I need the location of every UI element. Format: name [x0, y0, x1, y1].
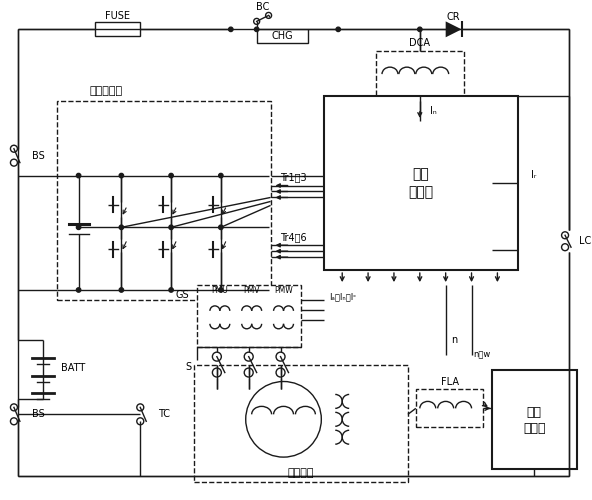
- Bar: [493, 370, 577, 469]
- Circle shape: [169, 174, 173, 178]
- Text: FLA: FLA: [440, 376, 459, 386]
- Text: Iₐ、Iₙ、Iᶜ: Iₐ、Iₙ、Iᶜ: [330, 292, 357, 302]
- Text: 励磁: 励磁: [527, 406, 542, 419]
- Circle shape: [76, 288, 81, 292]
- Circle shape: [218, 288, 223, 292]
- Text: FUSE: FUSE: [105, 12, 130, 22]
- Bar: [376, 51, 464, 101]
- Text: Tr1～3: Tr1～3: [280, 172, 307, 182]
- Bar: [416, 390, 484, 428]
- Bar: [324, 96, 519, 270]
- Text: TC: TC: [158, 410, 170, 420]
- Text: 控制器: 控制器: [408, 186, 433, 200]
- Circle shape: [218, 174, 223, 178]
- Circle shape: [119, 225, 124, 230]
- Circle shape: [76, 174, 81, 178]
- Text: BC: BC: [256, 2, 269, 12]
- Circle shape: [119, 174, 124, 178]
- Circle shape: [169, 225, 173, 230]
- Text: 主发电机: 主发电机: [287, 468, 314, 478]
- Bar: [257, 30, 308, 44]
- Circle shape: [229, 27, 233, 32]
- Bar: [197, 285, 301, 346]
- Bar: [194, 364, 408, 482]
- Text: n: n: [451, 334, 457, 344]
- Circle shape: [169, 288, 173, 292]
- Text: 牵引逆变器: 牵引逆变器: [90, 86, 123, 96]
- Text: BS: BS: [32, 150, 44, 160]
- Circle shape: [255, 27, 259, 32]
- Text: BATT: BATT: [61, 362, 85, 372]
- Circle shape: [336, 27, 340, 32]
- Text: Iᵣ: Iᵣ: [530, 170, 536, 179]
- Circle shape: [119, 288, 124, 292]
- Polygon shape: [446, 22, 462, 38]
- Text: PMV: PMV: [243, 286, 260, 296]
- Text: 变频: 变频: [413, 168, 429, 181]
- Text: Iₙ: Iₙ: [430, 106, 436, 116]
- Text: PMW: PMW: [274, 286, 293, 296]
- Text: 斩波器: 斩波器: [523, 422, 545, 435]
- Text: S: S: [186, 362, 192, 372]
- Text: PMU: PMU: [211, 286, 229, 296]
- Text: LC: LC: [579, 236, 591, 246]
- Circle shape: [417, 27, 422, 32]
- Bar: [57, 101, 271, 300]
- Text: Tr4～6: Tr4～6: [280, 232, 307, 242]
- Text: n、w: n、w: [474, 350, 491, 359]
- Text: CHG: CHG: [272, 32, 294, 42]
- Text: CR: CR: [447, 12, 461, 22]
- Text: DCA: DCA: [409, 38, 430, 48]
- Bar: [95, 22, 140, 36]
- Circle shape: [76, 225, 81, 230]
- Text: GS: GS: [175, 290, 189, 300]
- Circle shape: [218, 225, 223, 230]
- Text: BS: BS: [32, 410, 44, 420]
